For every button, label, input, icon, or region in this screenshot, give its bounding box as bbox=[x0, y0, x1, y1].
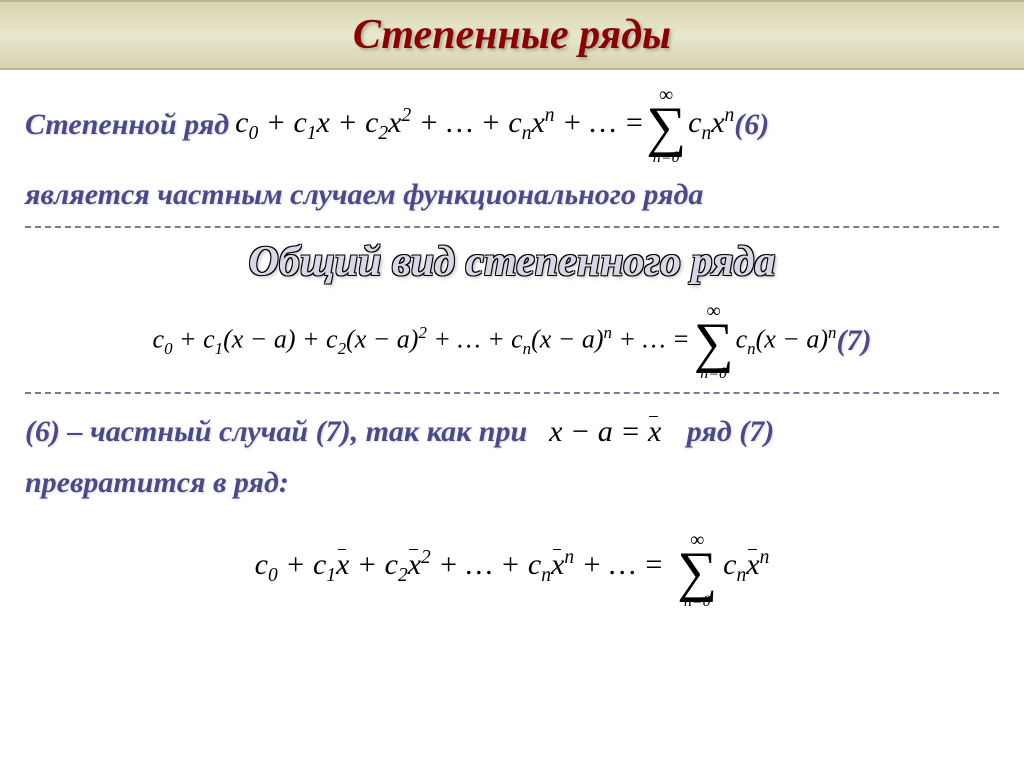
sigma-lower: n=0 bbox=[653, 150, 680, 166]
sigma-symbol: ∑ bbox=[646, 105, 686, 150]
sigma-symbol-7: ∑ bbox=[694, 321, 734, 366]
equation-number-6: (6) bbox=[734, 108, 769, 142]
sigma-symbol-f: ∑ bbox=[677, 550, 717, 595]
sigma-lower-f: n=0 bbox=[684, 594, 711, 610]
heading-general-form: Общий вид степенного ряда bbox=[25, 238, 999, 286]
label-power-series: Степенной ряд bbox=[25, 108, 229, 142]
title-band: Степенные ряды bbox=[0, 0, 1024, 70]
equation-6-expansion: c0 + c1x + c2x2 + … + cnxn + … = bbox=[235, 105, 644, 145]
sigma-lower-7: n=0 bbox=[700, 366, 727, 382]
sigma-eq6: ∞ ∑ n=0 bbox=[646, 85, 686, 166]
content-area: Степенной ряд c0 + c1x + c2x2 + … + cnxn… bbox=[0, 70, 1024, 767]
page-title: Степенные ряды bbox=[353, 11, 671, 59]
text-special-case-2: ряд (7) bbox=[687, 415, 774, 448]
divider-1 bbox=[25, 226, 999, 228]
row-special-case: (6) – частный случай (7), так как при x … bbox=[25, 409, 999, 505]
divider-2 bbox=[25, 392, 999, 394]
text-functional-series: является частным случаем функционального… bbox=[25, 178, 999, 212]
text-special-case-1: (6) – частный случай (7), так как при bbox=[25, 415, 527, 448]
sigma-final: ∞ ∑ n=0 bbox=[677, 530, 717, 611]
equation-final-term: cnxn bbox=[723, 548, 769, 581]
text-special-case-3: превратится в ряд: bbox=[25, 460, 999, 505]
equation-7-expansion: c0 + c1(x − a) + c2(x − a)2 + … + cn(x −… bbox=[153, 323, 690, 359]
substitution-math: x − a = x bbox=[549, 415, 669, 448]
row-power-series-def: Степенной ряд c0 + c1x + c2x2 + … + cnxn… bbox=[25, 85, 999, 166]
equation-number-7: (7) bbox=[836, 324, 871, 358]
row-general-form: c0 + c1(x − a) + c2(x − a)2 + … + cn(x −… bbox=[25, 301, 999, 382]
row-final-equation: c0 + c1x + c2x2 + … + cnxn + … = ∞ ∑ n=0… bbox=[25, 530, 999, 611]
sigma-eq7: ∞ ∑ n=0 bbox=[694, 301, 734, 382]
equation-7-term: cn(x − a)n bbox=[736, 323, 837, 359]
equation-final-expansion: c0 + c1x + c2x2 + … + cnxn + … = bbox=[255, 548, 672, 581]
equation-6-term: cnxn bbox=[688, 105, 734, 145]
